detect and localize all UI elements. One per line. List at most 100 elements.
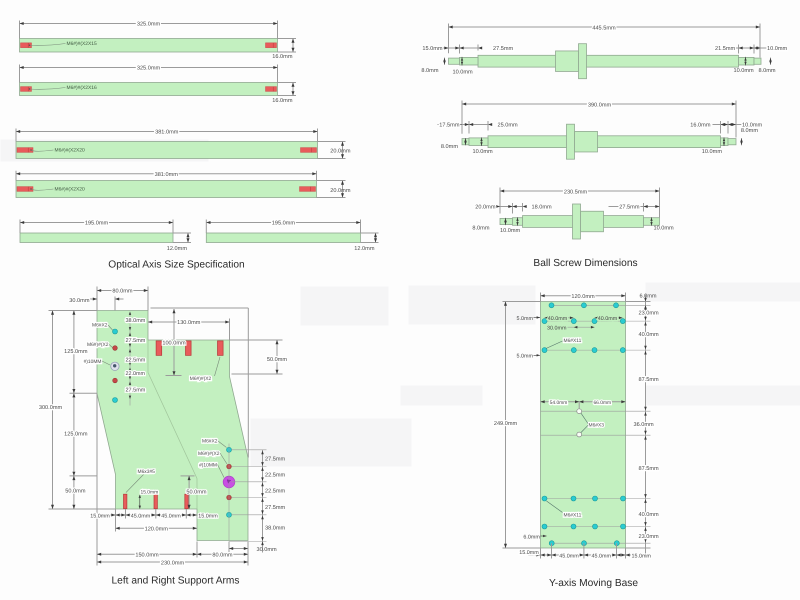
svg-text:18.0mm: 18.0mm xyxy=(532,205,553,211)
svg-text:15.0mm: 15.0mm xyxy=(631,554,651,560)
svg-text:50.0mm: 50.0mm xyxy=(186,490,207,496)
svg-text:21.5mm: 21.5mm xyxy=(715,46,736,52)
svg-text:381.0mm: 381.0mm xyxy=(155,130,179,136)
svg-text:15.0mm: 15.0mm xyxy=(422,46,443,52)
svg-text:15.0mm: 15.0mm xyxy=(631,554,651,560)
svg-text:120.0mm: 120.0mm xyxy=(571,294,595,300)
svg-text:445.5mm: 445.5mm xyxy=(592,25,616,31)
svg-text:M6#)#(X2X15: M6#)#(X2X15 xyxy=(67,41,97,47)
svg-text:5.0mm: 5.0mm xyxy=(517,354,534,360)
svg-text:15.0mm: 15.0mm xyxy=(198,514,218,520)
svg-text:38.0mm: 38.0mm xyxy=(126,318,146,324)
svg-text:130.0mm: 130.0mm xyxy=(177,320,201,326)
svg-text:#)10MM: #)10MM xyxy=(84,359,102,365)
svg-text:40.0mm: 40.0mm xyxy=(639,332,660,338)
svg-text:10.0mm: 10.0mm xyxy=(767,46,788,52)
svg-text:12.0mm: 12.0mm xyxy=(167,246,188,252)
svg-text:M6#)#(X2: M6#)#(X2 xyxy=(87,342,109,348)
svg-text:23.0mm: 23.0mm xyxy=(639,311,660,317)
svg-text:125.0mm: 125.0mm xyxy=(64,432,88,438)
svg-text:249.0mm: 249.0mm xyxy=(494,421,518,427)
svg-text:M6#X3: M6#X3 xyxy=(589,423,605,429)
svg-text:54.0mm: 54.0mm xyxy=(550,400,568,406)
svg-text:40.0mm: 40.0mm xyxy=(639,332,660,338)
svg-text:16.0mm: 16.0mm xyxy=(272,98,293,104)
svg-text:45.0mm: 45.0mm xyxy=(161,514,181,520)
svg-text:150.0mm: 150.0mm xyxy=(135,553,159,559)
svg-text:22.5mm: 22.5mm xyxy=(126,358,146,364)
svg-text:27.5mm: 27.5mm xyxy=(265,457,286,463)
svg-text:8.0mm: 8.0mm xyxy=(759,68,776,74)
svg-text:15.0mm: 15.0mm xyxy=(519,550,539,556)
svg-text:23.0mm: 23.0mm xyxy=(639,534,660,540)
svg-text:10.0mm: 10.0mm xyxy=(734,68,755,74)
svg-text:10.0mm: 10.0mm xyxy=(767,46,788,52)
svg-text:45.0mm: 45.0mm xyxy=(559,554,579,560)
svg-text:80.0mm: 80.0mm xyxy=(212,553,233,559)
svg-text:45.0mm: 45.0mm xyxy=(592,554,612,560)
svg-text:80.0mm: 80.0mm xyxy=(212,553,233,559)
svg-text:27.5mm: 27.5mm xyxy=(493,46,514,52)
svg-text:22.0mm: 22.0mm xyxy=(126,371,146,377)
svg-text:40.0mm: 40.0mm xyxy=(548,316,568,322)
svg-text:16.0mm: 16.0mm xyxy=(690,123,711,129)
svg-text:6.0mm: 6.0mm xyxy=(640,293,657,299)
svg-text:40.0mm: 40.0mm xyxy=(598,316,618,322)
svg-text:390.0mm: 390.0mm xyxy=(588,102,612,108)
svg-text:195.0mm: 195.0mm xyxy=(272,221,296,227)
svg-text:M6#)#(X2X20: M6#)#(X2X20 xyxy=(55,187,85,193)
svg-text:10.0mm: 10.0mm xyxy=(473,149,494,155)
svg-text:40.0mm: 40.0mm xyxy=(548,316,568,322)
svg-text:M6#X11: M6#X11 xyxy=(564,338,582,344)
svg-text:23.0mm: 23.0mm xyxy=(639,311,660,317)
svg-text:30.0mm: 30.0mm xyxy=(69,298,90,304)
svg-text:8.0mm: 8.0mm xyxy=(741,128,758,134)
svg-text:249.0mm: 249.0mm xyxy=(494,421,518,427)
svg-text:M6#)#(X2X16: M6#)#(X2X16 xyxy=(67,85,97,91)
svg-text:230.0mm: 230.0mm xyxy=(161,561,185,567)
svg-text:25.0mm: 25.0mm xyxy=(498,123,519,129)
svg-text:#)10MM: #)10MM xyxy=(199,463,217,469)
svg-text:M6#)#(X2: M6#)#(X2 xyxy=(190,376,212,382)
svg-text:66.0mm: 66.0mm xyxy=(593,400,611,406)
svg-text:120.0mm: 120.0mm xyxy=(145,527,169,533)
svg-text:125.0mm: 125.0mm xyxy=(64,432,88,438)
svg-text:36.0mm: 36.0mm xyxy=(634,422,655,428)
svg-text:10.0mm: 10.0mm xyxy=(654,225,675,231)
svg-text:120.0mm: 120.0mm xyxy=(145,527,169,533)
svg-text:10.0mm: 10.0mm xyxy=(702,149,723,155)
svg-text:30.0mm: 30.0mm xyxy=(547,326,567,332)
svg-text:80.0mm: 80.0mm xyxy=(112,289,133,295)
svg-text:M6#X2: M6#X2 xyxy=(92,323,108,329)
svg-text:Left and Right Support Arms: Left and Right Support Arms xyxy=(112,576,240,587)
svg-text:M6#X3: M6#X3 xyxy=(589,423,605,429)
svg-text:5.0mm: 5.0mm xyxy=(517,316,534,322)
svg-text:25.0mm: 25.0mm xyxy=(498,123,519,129)
svg-text:8.0mm: 8.0mm xyxy=(421,68,438,74)
svg-text:195.0mm: 195.0mm xyxy=(85,221,109,227)
svg-text:125.0mm: 125.0mm xyxy=(64,349,88,355)
svg-text:27.5mm: 27.5mm xyxy=(126,338,146,344)
svg-text:27.5mm: 27.5mm xyxy=(126,388,146,394)
svg-text:50.0mm: 50.0mm xyxy=(267,357,288,363)
svg-text:15.0mm: 15.0mm xyxy=(90,514,110,520)
svg-text:Ball Screw Dimensions: Ball Screw Dimensions xyxy=(533,258,637,269)
svg-text:M6#X2: M6#X2 xyxy=(92,323,108,329)
svg-text:M6#)#(X2: M6#)#(X2 xyxy=(198,451,220,457)
svg-text:80.0mm: 80.0mm xyxy=(112,289,133,295)
svg-text:Y-axis Moving Base: Y-axis Moving Base xyxy=(549,578,638,589)
svg-text:17.5mm: 17.5mm xyxy=(439,123,460,129)
svg-text:325.0mm: 325.0mm xyxy=(137,66,161,72)
svg-text:22.0mm: 22.0mm xyxy=(126,371,146,377)
svg-text:22.5mm: 22.5mm xyxy=(126,358,146,364)
svg-text:27.5mm: 27.5mm xyxy=(493,46,514,52)
svg-text:M6#X2: M6#X2 xyxy=(202,439,218,445)
svg-text:M6x3#5: M6x3#5 xyxy=(138,469,156,475)
svg-text:15.0mm: 15.0mm xyxy=(141,490,159,496)
svg-text:15.0mm: 15.0mm xyxy=(141,490,159,496)
svg-text:45.0mm: 45.0mm xyxy=(161,514,181,520)
svg-text:27.5mm: 27.5mm xyxy=(126,388,146,394)
svg-text:27.5mm: 27.5mm xyxy=(265,505,286,511)
svg-text:45.0mm: 45.0mm xyxy=(131,514,151,520)
svg-text:16.0mm: 16.0mm xyxy=(272,54,293,60)
